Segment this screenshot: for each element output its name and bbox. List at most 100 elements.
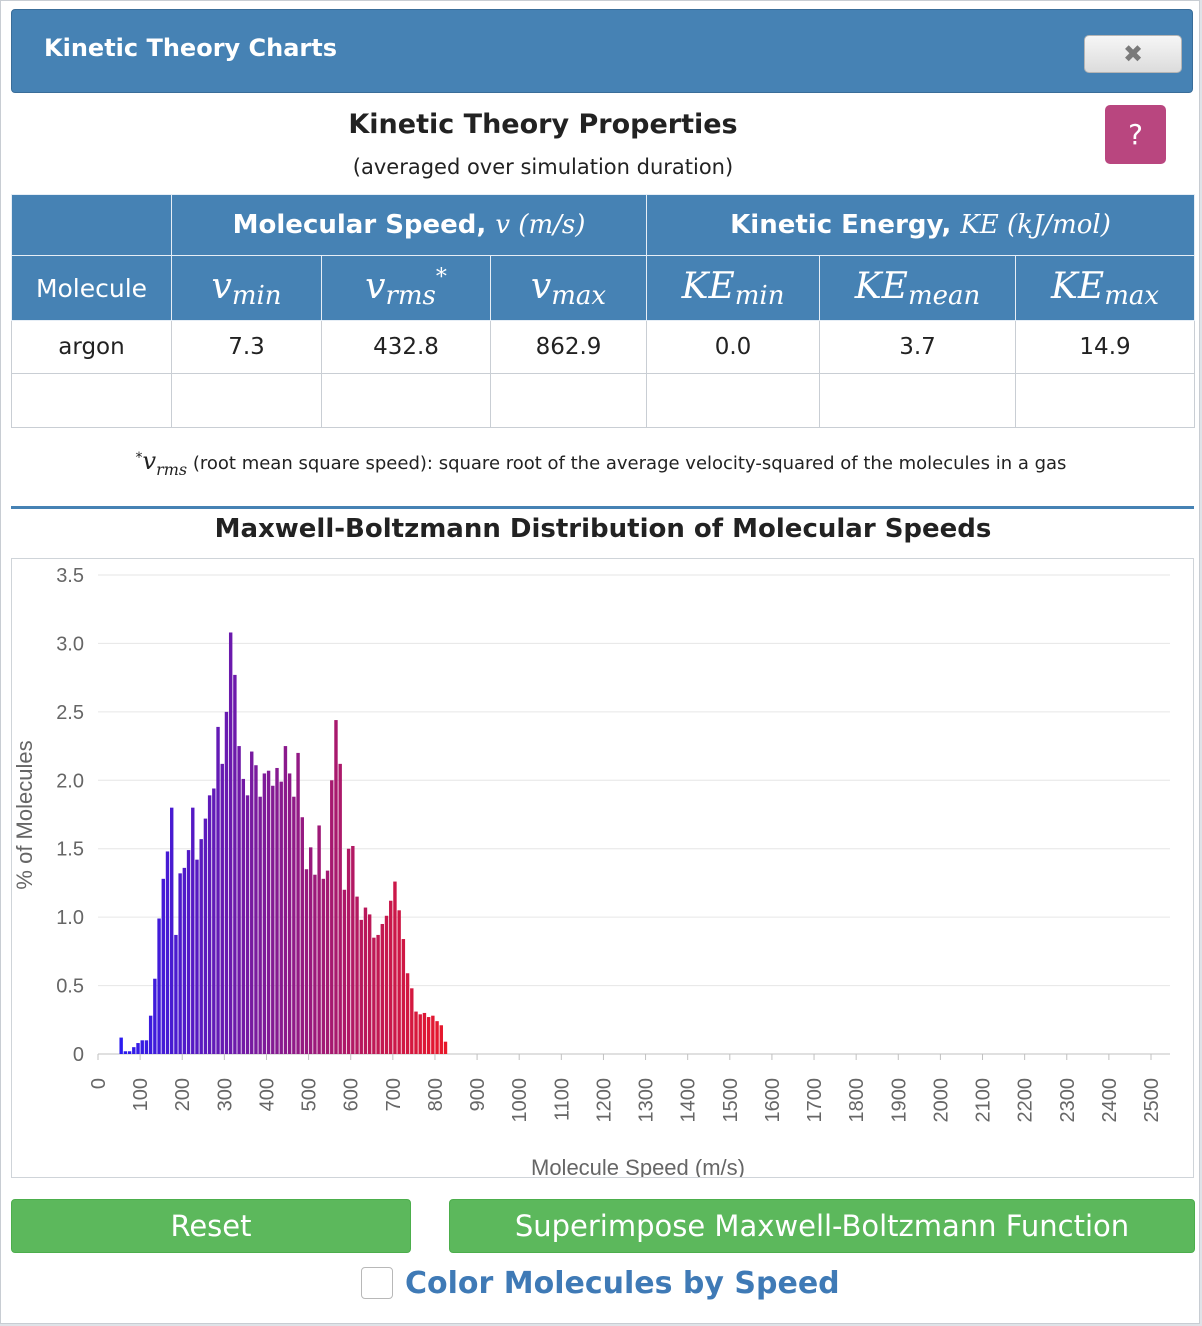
- cell-empty: [11, 373, 172, 428]
- x-tick-label: 2500: [1141, 1078, 1163, 1123]
- histogram-bar: [216, 726, 220, 1054]
- histogram-bar: [220, 763, 224, 1054]
- cell-empty: [321, 373, 491, 428]
- histogram-bar: [313, 874, 317, 1054]
- histogram-bar: [170, 807, 174, 1054]
- cell-empty: [646, 373, 821, 428]
- cell-empty: [489, 373, 648, 428]
- histogram-bar: [372, 937, 376, 1054]
- cell-vmin: 7.3: [171, 320, 322, 374]
- y-tick-label: 3.5: [56, 565, 84, 587]
- table-header-row-groups: Molecular Speed, v (m/s) Kinetic Energy,…: [11, 194, 1196, 256]
- x-tick-label: 1400: [678, 1078, 700, 1123]
- histogram-bar: [199, 839, 203, 1054]
- histogram-bar: [410, 988, 414, 1054]
- histogram-bar: [401, 939, 406, 1054]
- histogram-bar: [191, 807, 195, 1054]
- x-tick-label: 300: [214, 1078, 236, 1111]
- histogram-bar: [317, 825, 321, 1054]
- histogram-bar: [405, 973, 410, 1054]
- x-tick-label: 600: [341, 1078, 363, 1111]
- header-kinetic-energy: Kinetic Energy, KE (kJ/mol): [646, 194, 1196, 256]
- header-molecule: Molecule: [11, 255, 172, 321]
- histogram-bar: [127, 1051, 132, 1054]
- y-tick-label: 1.0: [56, 907, 84, 929]
- cell-empty: [819, 373, 1017, 428]
- histogram-bar: [431, 1015, 435, 1054]
- histogram-bar: [363, 907, 368, 1054]
- x-tick-label: 1000: [509, 1078, 531, 1123]
- y-tick-label: 0.5: [56, 976, 84, 998]
- histogram-bar: [136, 1043, 140, 1054]
- header-vmax: vmax: [489, 255, 648, 321]
- histogram-bar: [186, 850, 191, 1054]
- close-icon: ✖: [1122, 40, 1144, 68]
- histogram-bar: [296, 752, 300, 1054]
- x-tick-label: 1300: [636, 1078, 658, 1123]
- x-tick-label: 1500: [720, 1078, 742, 1123]
- x-tick-label: 200: [172, 1078, 194, 1111]
- histogram-bar: [245, 795, 250, 1054]
- histogram-bar: [275, 767, 279, 1054]
- properties-table: Molecular Speed, v (m/s) Kinetic Energy,…: [11, 194, 1196, 428]
- x-tick-label: 1200: [593, 1078, 615, 1123]
- dialog-title: Kinetic Theory Charts: [44, 34, 338, 62]
- histogram-bar: [224, 711, 229, 1054]
- close-button[interactable]: ✖: [1084, 35, 1182, 73]
- histogram-bar: [140, 1040, 144, 1054]
- histogram-bar: [153, 978, 157, 1054]
- histogram-bar: [157, 918, 161, 1054]
- header-kemean: KEmean: [819, 255, 1017, 321]
- histogram-bar: [426, 1017, 431, 1054]
- histogram-bar: [287, 773, 292, 1054]
- y-tick-label: 2.5: [56, 702, 84, 724]
- x-tick-label: 1600: [762, 1078, 784, 1123]
- color-by-speed-checkbox[interactable]: [361, 1267, 393, 1299]
- histogram-bar: [228, 632, 233, 1054]
- histogram-bar: [334, 720, 338, 1054]
- dialog-titlebar[interactable]: Kinetic Theory Charts ✖: [11, 9, 1193, 93]
- help-button[interactable]: ?: [1105, 105, 1166, 164]
- color-by-speed-option[interactable]: Color Molecules by Speed: [361, 1263, 840, 1303]
- histogram-bar: [266, 770, 271, 1054]
- table-row: argon 7.3 432.8 862.9 0.0 3.7 14.9: [11, 320, 1196, 374]
- header-kemax: KEmax: [1015, 255, 1196, 321]
- x-tick-label: 2000: [930, 1078, 952, 1123]
- histogram-svg: 0 0.5 1.0 1.5 2.0 2.5 3.0 3.5 0 100 200 300 400 500 60…: [12, 565, 1170, 1177]
- histogram-bar: [414, 1011, 418, 1054]
- x-tick-label: 2200: [1015, 1078, 1037, 1123]
- x-axis-label: Molecule Speed (m/s): [531, 1155, 745, 1177]
- histogram-bar: [342, 889, 347, 1054]
- histogram-bar: [397, 910, 401, 1054]
- histogram-bar: [380, 923, 385, 1054]
- cell-molecule: argon: [11, 320, 172, 374]
- cell-kemin: 0.0: [646, 320, 821, 374]
- vrms-footnote: *vrms (root mean square speed): square r…: [135, 447, 1067, 479]
- histogram-bar: [389, 900, 393, 1054]
- chart-axes: 0 0.5 1.0 1.5 2.0 2.5 3.0 3.5 0 100 200 300 400 500 60…: [12, 565, 1163, 1177]
- histogram-bar: [321, 878, 326, 1054]
- histogram-bar: [439, 1025, 443, 1054]
- superimpose-mb-button[interactable]: Superimpose Maxwell-Boltzmann Function: [449, 1199, 1195, 1253]
- table-row-empty: [11, 373, 1196, 428]
- histogram-bar: [174, 934, 178, 1054]
- histogram-bar: [325, 870, 330, 1054]
- cell-empty: [1015, 373, 1196, 428]
- cell-empty: [171, 373, 322, 428]
- x-tick-label: 2400: [1099, 1078, 1121, 1123]
- header-vmin: vmin: [171, 255, 322, 321]
- x-tick-label: 800: [425, 1078, 447, 1111]
- histogram-bar: [161, 878, 165, 1054]
- x-tick-label: 1800: [846, 1078, 868, 1123]
- help-icon: ?: [1128, 118, 1143, 151]
- histogram-bar: [338, 763, 342, 1054]
- histogram-bar: [119, 1037, 123, 1054]
- histogram-bar: [250, 751, 254, 1054]
- histogram-bar: [207, 795, 212, 1054]
- x-tick-label: 2100: [973, 1078, 995, 1123]
- x-tick-label: 500: [299, 1078, 321, 1111]
- x-tick-label: 100: [130, 1078, 152, 1111]
- color-by-speed-label[interactable]: Color Molecules by Speed: [405, 1265, 840, 1301]
- reset-button[interactable]: Reset: [11, 1199, 411, 1253]
